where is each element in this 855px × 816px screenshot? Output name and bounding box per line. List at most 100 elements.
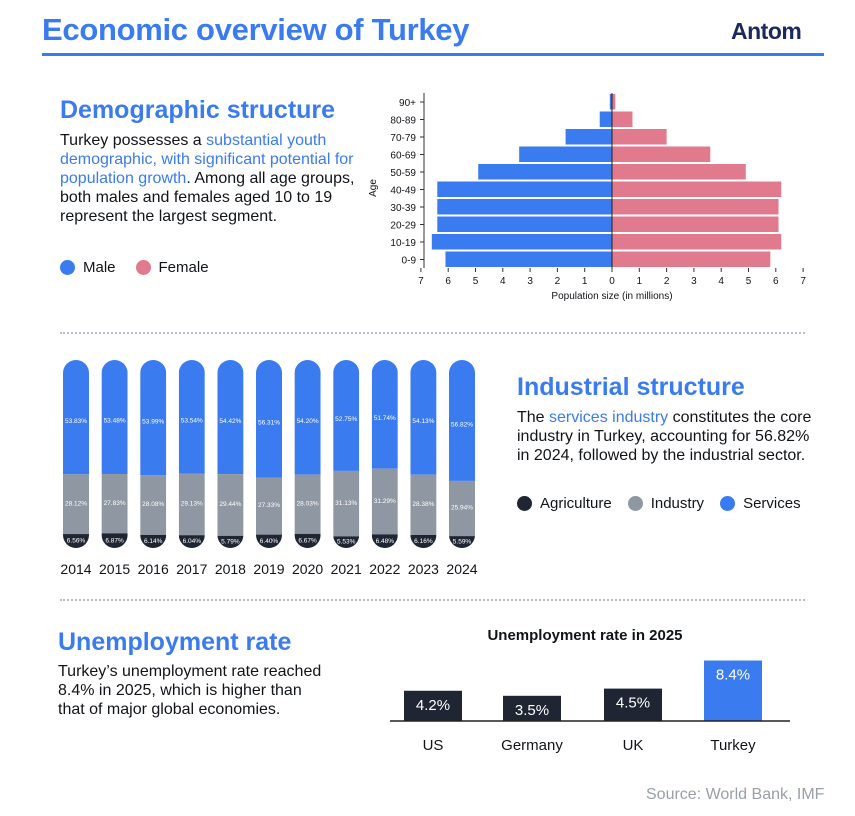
- stacked-bar-2022: [371, 360, 398, 548]
- industry-value-label: 31.13%: [335, 500, 357, 507]
- industry-value-label: 27.83%: [104, 500, 126, 507]
- industry-segment-2020: [294, 474, 321, 534]
- demographic-legend: Male Female: [60, 259, 209, 276]
- stacked-bar-2020: [294, 360, 321, 548]
- unemployment-value-label: 4.5%: [616, 695, 650, 712]
- x-tick-label: 3: [527, 276, 533, 287]
- industry-value-label: 31.29%: [374, 498, 396, 505]
- male-bar-50-59: [478, 164, 612, 180]
- agriculture-segment-2020: [294, 533, 321, 548]
- services-value-label: 54.20%: [297, 418, 319, 425]
- age-tick-label: 30-39: [390, 203, 416, 214]
- female-bar-10-19: [612, 234, 782, 250]
- agriculture-segment-2021: [333, 536, 360, 548]
- source-note: Source: World Bank, IMF: [646, 786, 825, 803]
- x-tick-label: 6: [773, 276, 779, 287]
- title-divider: [42, 53, 824, 56]
- unemployment-bar-us: [404, 690, 462, 721]
- age-tick-label: 20-29: [390, 221, 416, 232]
- agriculture-segment-2016: [140, 534, 167, 548]
- demographic-text-post: . Among all age groups, both males and f…: [60, 170, 355, 225]
- unemployment-value-label: 8.4%: [716, 667, 750, 684]
- year-label: 2023: [408, 561, 439, 577]
- agriculture-value-label: 5.53%: [337, 539, 356, 546]
- agriculture-segment-2019: [256, 534, 282, 548]
- legend-agriculture-label: Agriculture: [540, 495, 612, 512]
- industrial-text-post: constitutes the core industry in Turkey,…: [517, 409, 812, 464]
- industry-value-label: 28.38%: [412, 501, 434, 508]
- year-label: 2021: [331, 561, 362, 577]
- country-label: US: [423, 737, 444, 754]
- agriculture-segment-2018: [217, 535, 244, 548]
- brand-logo: Antom: [731, 18, 802, 44]
- stacked-bar-2016: [140, 360, 167, 548]
- industry-segment-2023: [410, 474, 437, 535]
- male-bar-80-89: [599, 111, 612, 127]
- agriculture-value-label: 6.14%: [144, 538, 163, 545]
- x-tick-label: 7: [418, 276, 424, 287]
- unemployment-value-label: 4.2%: [416, 697, 450, 714]
- stacked-bar-2024: [449, 360, 475, 548]
- legend-agriculture-dot: [517, 496, 532, 511]
- x-tick-label: 0: [609, 276, 615, 287]
- male-bar-20-29: [437, 216, 612, 232]
- stacked-bar-2015: [101, 360, 128, 548]
- services-segment-2021: [333, 360, 360, 471]
- male-bar-40-49: [437, 181, 612, 197]
- services-segment-2020: [294, 360, 321, 475]
- industry-segment-2016: [140, 475, 167, 535]
- services-segment-2024: [449, 360, 475, 481]
- x-tick-label: 2: [664, 276, 670, 287]
- x-tick-label: 6: [445, 276, 451, 287]
- male-bar-30-39: [437, 199, 612, 215]
- female-bar-50-59: [612, 164, 746, 180]
- industrial-structure-chart: 53.83% 28.12% 6.56% 2014 53.48% 27.83% 6.87% 20…: [60, 360, 478, 577]
- x-axis-label: Population size (in millions): [551, 291, 672, 302]
- female-bar-60-69: [612, 146, 711, 162]
- industry-segment-2015: [101, 474, 128, 534]
- demographic-text-pre: Turkey possesses a: [60, 132, 207, 149]
- year-label: 2018: [215, 561, 246, 577]
- services-segment-2022: [371, 360, 398, 469]
- stacked-bar-2021: [333, 360, 360, 548]
- male-bar-90+: [609, 94, 612, 110]
- agriculture-segment-2015: [101, 533, 128, 548]
- agriculture-segment-2023: [410, 534, 437, 548]
- y-axis-label: Age: [368, 179, 379, 197]
- legend-female-dot: [135, 260, 151, 275]
- agriculture-value-label: 6.40%: [260, 538, 279, 545]
- x-tick-label: 1: [637, 276, 643, 287]
- section-divider: [60, 332, 805, 334]
- legend-male-label: Male: [83, 259, 116, 276]
- services-value-label: 54.13%: [412, 418, 434, 425]
- stacked-bar-2019: [256, 360, 282, 548]
- industry-value-label: 29.44%: [219, 501, 241, 508]
- agriculture-segment-2014: [63, 534, 89, 548]
- industry-segment-2014: [63, 474, 89, 535]
- industry-value-label: 28.08%: [142, 501, 164, 508]
- stacked-bar-2017: [178, 360, 205, 548]
- industry-segment-2024: [449, 480, 475, 537]
- services-segment-2023: [410, 360, 437, 475]
- industry-segment-2022: [371, 468, 398, 535]
- industry-value-label: 25.94%: [451, 505, 473, 512]
- male-bar-0-9: [445, 251, 612, 267]
- demographic-text-highlight: substantial youth demographic, with sign…: [60, 132, 354, 187]
- agriculture-segment-2024: [449, 536, 475, 548]
- population-pyramid-chart: 0-9 10-19 20-29 30-39 40-49 50-59 60-69 70-79 80…: [368, 93, 806, 302]
- legend-industry-label: Industry: [650, 495, 705, 512]
- page-title: Economic overview of Turkey: [42, 12, 470, 47]
- industry-value-label: 28.12%: [65, 500, 87, 507]
- female-bar-70-79: [612, 129, 667, 145]
- industrial-text-highlight: services industry: [549, 409, 669, 426]
- age-tick-label: 40-49: [390, 186, 416, 197]
- x-tick-label: 1: [582, 276, 588, 287]
- agriculture-value-label: 6.87%: [105, 537, 124, 544]
- unemployment-bar-germany: [503, 695, 561, 721]
- year-label: 2016: [138, 561, 169, 577]
- stacked-bar-2014: [63, 360, 89, 548]
- industry-segment-2017: [178, 473, 205, 536]
- female-bar-40-49: [612, 181, 782, 197]
- year-label: 2020: [292, 561, 323, 577]
- stacked-bar-2023: [410, 360, 437, 548]
